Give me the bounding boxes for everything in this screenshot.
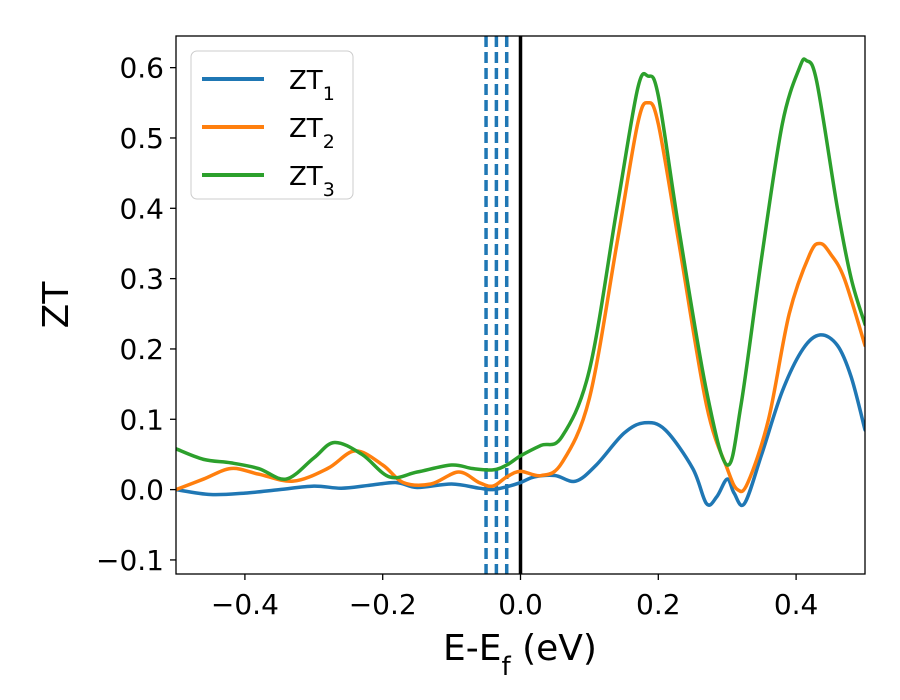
x-tick-label: 0.0: [498, 588, 543, 621]
x-tick-label: 0.4: [774, 588, 819, 621]
legend-label-zt1: ZT1: [289, 66, 335, 105]
y-tick-label: 0.2: [119, 333, 164, 366]
x-tick-label: −0.2: [349, 588, 417, 621]
series-line-zt1: [176, 333, 865, 508]
x-axis: −0.4 −0.2 0.0 0.2 0.4: [211, 574, 818, 621]
series-lines: [176, 57, 865, 508]
x-axis-title: E-Ef (eV): [443, 628, 597, 682]
y-tick-label: 0.1: [119, 403, 164, 436]
y-tick-label: 0.0: [119, 474, 164, 507]
series-line-zt3: [176, 57, 865, 481]
legend-box: [190, 50, 354, 200]
y-tick-label: 0.4: [119, 192, 164, 225]
legend-label-zt3: ZT3: [289, 162, 335, 201]
x-tick-label: 0.2: [636, 588, 681, 621]
x-tick-label: −0.4: [211, 588, 279, 621]
y-axis: −0.1 0.0 0.1 0.2 0.3 0.4 0.5 0.6: [96, 52, 176, 577]
legend: ZT1 ZT2 ZT3: [190, 50, 354, 201]
y-tick-label: 0.3: [119, 263, 164, 296]
y-tick-label: 0.6: [119, 52, 164, 85]
y-tick-label: 0.5: [119, 122, 164, 155]
y-axis-title: ZT: [36, 281, 77, 329]
legend-label-zt2: ZT2: [289, 114, 335, 153]
y-tick-label: −0.1: [96, 544, 164, 577]
